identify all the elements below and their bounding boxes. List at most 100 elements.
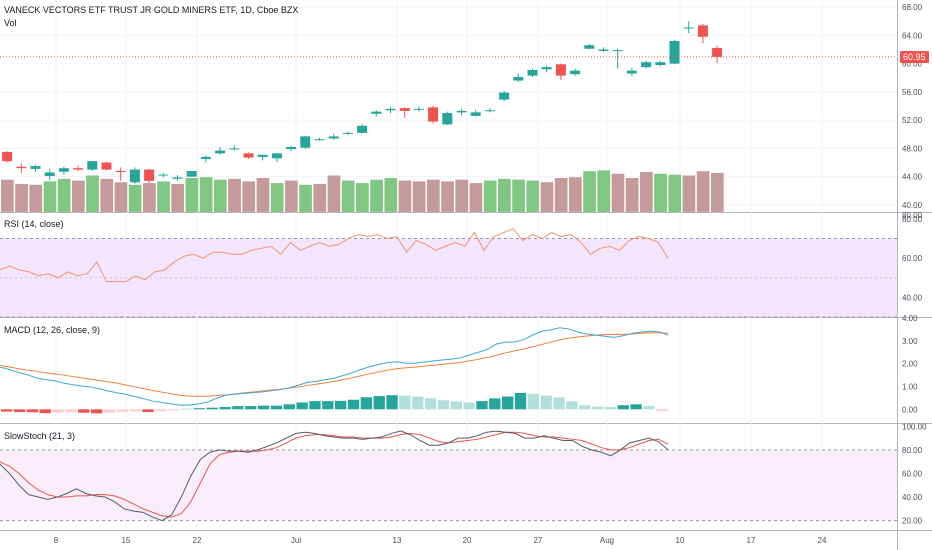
candle-body [115, 171, 126, 173]
candle-body [527, 69, 538, 76]
macd-histogram-bar [193, 408, 206, 410]
candle-body [243, 153, 254, 158]
candle-body [2, 151, 13, 162]
macd-histogram-bar [630, 404, 642, 410]
volume-bar [569, 177, 582, 212]
candle-body [215, 150, 226, 154]
volume-bar [711, 172, 724, 212]
candle-body [513, 77, 524, 81]
price-tick-label: 60.00 [902, 60, 923, 69]
candle-body [697, 25, 708, 37]
volume-bar [313, 183, 327, 212]
macd-histogram-bar [604, 407, 617, 410]
candle-body [570, 70, 581, 75]
time-tick-label: 15 [122, 536, 131, 545]
volume-bar [469, 183, 483, 212]
stoch-tick-label: 60.00 [902, 469, 923, 478]
volume-bar [43, 181, 57, 212]
volume-bar [498, 178, 511, 212]
candle-body [328, 136, 339, 139]
macd-histogram-bar [463, 402, 475, 410]
volume-bar [270, 183, 284, 212]
macd-histogram-bar [116, 409, 128, 413]
macd-histogram-bar [270, 405, 283, 410]
volume-bar [1, 179, 14, 212]
last-price-tag: 60.95 [900, 50, 929, 63]
volume-bar [370, 179, 383, 212]
candle-body [16, 166, 27, 169]
candle-body [598, 49, 609, 51]
volume-bar [597, 170, 611, 212]
volume-bar [86, 175, 99, 212]
macd-histogram-bar [335, 400, 347, 410]
macd-histogram-bar [103, 409, 116, 413]
candle-body [484, 110, 495, 112]
candle-body [399, 108, 410, 111]
rsi-line [0, 228, 669, 283]
volume-bar [228, 178, 241, 212]
macd-tick-label: 0.00 [902, 405, 918, 414]
macd-histogram-bar [142, 409, 154, 413]
volume-bar [341, 180, 355, 212]
price-tick-label: 40.00 [902, 201, 923, 210]
candle-body [144, 169, 155, 181]
macd-histogram-bar [309, 401, 321, 410]
volume-bar [455, 179, 469, 212]
macd-histogram-bar [514, 392, 527, 410]
macd-histogram-bar [527, 393, 540, 410]
candle-body [641, 62, 652, 68]
macd-histogram-bar [450, 401, 462, 410]
rsi-band [0, 238, 897, 317]
macd-histogram-bar [540, 395, 552, 410]
stoch-tick-label: 80.00 [902, 446, 923, 455]
macd-histogram-bar [643, 406, 655, 410]
candle-body [314, 139, 325, 141]
macd-histogram-bar [412, 396, 424, 410]
macd-histogram-bar [65, 409, 77, 413]
macd-histogram-bar [437, 400, 450, 410]
macd-histogram-bar [1, 409, 13, 412]
macd-histogram-bar [39, 409, 51, 414]
candle-body [300, 136, 311, 148]
stoch-label: SlowStoch (21, 3) [4, 430, 76, 442]
candle-body [342, 132, 353, 134]
rsi-tick-label: 80.00 [902, 211, 923, 220]
volume-bar [526, 180, 540, 212]
candle-body [371, 111, 382, 114]
macd-histogram-bar [257, 405, 270, 410]
candle-body [73, 168, 84, 170]
macd-histogram-bar [424, 398, 437, 410]
volume-bar [29, 184, 43, 212]
rsi-label: RSI (14, close) [4, 218, 64, 230]
macd-histogram-bar [52, 409, 64, 413]
macd-tick-label: 4.00 [902, 314, 918, 323]
macd-histogram-bar [129, 409, 141, 412]
candle-body [286, 146, 297, 150]
volume-bar [171, 183, 185, 212]
volume-bar [583, 171, 596, 212]
candle-body [229, 148, 240, 150]
candle-body [129, 169, 140, 183]
volume-bar [512, 179, 525, 212]
volume-bar [625, 178, 639, 212]
macd-tick-label: 2.00 [902, 360, 918, 369]
macd-histogram-bar [617, 405, 629, 410]
macd-tick-label: 1.00 [902, 382, 918, 391]
time-tick-label: 24 [818, 536, 827, 545]
volume-bar [299, 184, 312, 212]
price-tick-label: 64.00 [902, 31, 923, 40]
macd-histogram-bar [656, 409, 668, 412]
price-tick-label: 52.00 [902, 116, 923, 125]
time-tick-label: 17 [747, 536, 756, 545]
time-tick-label: Jul [291, 536, 301, 545]
macd-signal-line [0, 332, 669, 397]
candle-body [555, 64, 566, 76]
macd-histogram-bar [283, 404, 295, 410]
candle-body [44, 172, 55, 176]
macd-histogram-bar [155, 409, 167, 412]
macd-histogram-bar [206, 407, 218, 410]
macd-histogram-bar [347, 399, 360, 410]
candle-body [87, 161, 98, 170]
macd-histogram-bar [553, 397, 565, 410]
